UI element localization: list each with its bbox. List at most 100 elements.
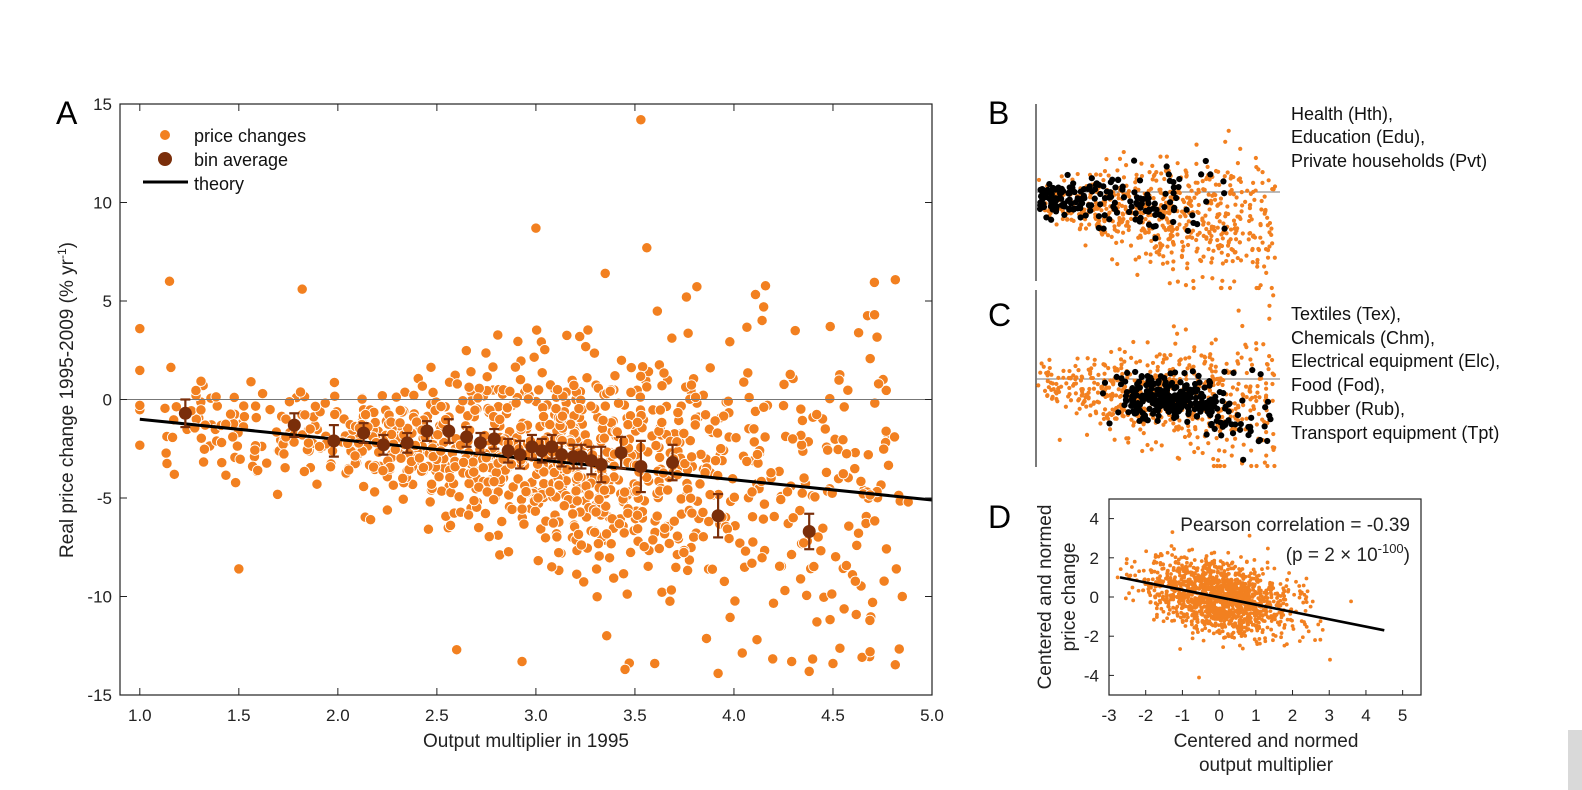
scrollbar[interactable] bbox=[1568, 730, 1582, 790]
highlighted-sector-point bbox=[1189, 368, 1196, 375]
price-change-point bbox=[603, 552, 616, 564]
sector-point bbox=[1179, 239, 1185, 245]
normed-point bbox=[1239, 592, 1244, 597]
price-change-point bbox=[715, 443, 727, 455]
highlighted-sector-point bbox=[1191, 380, 1199, 388]
bin-average-marker bbox=[711, 509, 725, 523]
normed-point bbox=[1250, 592, 1255, 597]
price-change-point bbox=[580, 340, 592, 353]
sector-point bbox=[1201, 187, 1206, 192]
sector-point bbox=[1267, 354, 1272, 359]
sector-point bbox=[1126, 227, 1131, 233]
price-change-point bbox=[811, 616, 823, 628]
sector-point bbox=[1095, 390, 1101, 395]
price-change-point bbox=[462, 509, 475, 521]
price-change-point bbox=[619, 486, 631, 498]
price-change-point bbox=[571, 568, 583, 580]
price-change-point bbox=[302, 437, 315, 449]
sector-point bbox=[1254, 463, 1259, 469]
price-change-point bbox=[501, 402, 514, 414]
normed-point bbox=[1236, 611, 1241, 616]
highlighted-sector-point bbox=[1170, 190, 1177, 197]
normed-point bbox=[1226, 572, 1231, 576]
normed-point bbox=[1245, 559, 1249, 564]
sector-point bbox=[1171, 421, 1176, 426]
sector-point bbox=[1238, 258, 1244, 263]
sector-point bbox=[1241, 403, 1246, 408]
normed-point bbox=[1303, 608, 1308, 613]
price-change-point bbox=[453, 491, 465, 503]
sector-point bbox=[1194, 249, 1199, 254]
highlighted-sector-point bbox=[1261, 423, 1268, 430]
sector-point bbox=[1120, 413, 1125, 418]
normed-point bbox=[1192, 616, 1197, 621]
bin-average-point bbox=[420, 420, 434, 442]
sector-point bbox=[1036, 383, 1041, 388]
bin-average-marker bbox=[584, 454, 598, 468]
normed-point bbox=[1180, 604, 1185, 608]
highlighted-sector-point bbox=[1155, 380, 1162, 387]
sector-point bbox=[1236, 361, 1241, 366]
price-change-point bbox=[592, 538, 605, 550]
sector-point bbox=[1192, 195, 1197, 200]
normed-point bbox=[1208, 563, 1212, 568]
price-change-point bbox=[165, 361, 177, 374]
normed-point bbox=[1177, 580, 1181, 585]
normed-point bbox=[1180, 620, 1185, 625]
normed-point bbox=[1124, 572, 1129, 577]
highlighted-sector-point bbox=[1119, 183, 1126, 190]
price-change-point bbox=[678, 427, 690, 440]
sector-point bbox=[1175, 161, 1180, 166]
sector-point bbox=[1229, 247, 1234, 252]
sector-point bbox=[1232, 222, 1238, 227]
sector-point bbox=[1167, 211, 1172, 216]
normed-point bbox=[1210, 576, 1215, 580]
sector-point bbox=[1045, 393, 1050, 398]
price-change-point bbox=[425, 478, 438, 490]
normed-point bbox=[1297, 639, 1302, 644]
normed-point bbox=[1257, 637, 1262, 641]
sector-point bbox=[1248, 357, 1253, 362]
sector-point bbox=[1101, 416, 1107, 422]
normed-point bbox=[1193, 605, 1197, 610]
sector-point bbox=[1204, 226, 1209, 232]
price-change-point bbox=[567, 508, 579, 520]
sector-point bbox=[1219, 250, 1224, 255]
normed-point bbox=[1156, 593, 1161, 598]
price-change-point bbox=[539, 532, 552, 544]
normed-point bbox=[1328, 657, 1332, 662]
sector-point bbox=[1169, 250, 1174, 255]
sector-point bbox=[1233, 202, 1238, 207]
sector-point bbox=[1110, 411, 1116, 417]
y-tick-label: 0 bbox=[103, 391, 112, 410]
sector-point bbox=[1265, 215, 1270, 220]
sector-point bbox=[1253, 155, 1258, 161]
sector-point bbox=[1230, 444, 1235, 449]
normed-point bbox=[1308, 604, 1313, 609]
normed-point bbox=[1282, 588, 1286, 593]
price-change-point bbox=[298, 465, 311, 478]
sector-point bbox=[1061, 375, 1066, 380]
highlighted-sector-point bbox=[1220, 178, 1227, 185]
highlighted-sector-point bbox=[1152, 235, 1159, 242]
sector-point bbox=[1230, 259, 1235, 264]
normed-point bbox=[1263, 639, 1268, 644]
price-change-point bbox=[469, 404, 481, 416]
price-change-point bbox=[343, 464, 355, 476]
price-change-point bbox=[198, 443, 211, 455]
sector-point bbox=[1208, 237, 1213, 243]
price-change-point bbox=[299, 409, 311, 421]
panel-d-y-ticks: 420-2-4 bbox=[1084, 510, 1114, 685]
sector-point bbox=[1160, 261, 1166, 266]
price-change-point bbox=[280, 413, 292, 425]
normed-point bbox=[1181, 597, 1186, 602]
normed-point bbox=[1276, 593, 1281, 598]
price-change-point bbox=[709, 454, 722, 467]
highlighted-sector-point bbox=[1132, 210, 1139, 217]
sector-point bbox=[1263, 209, 1268, 214]
sector-point bbox=[1158, 187, 1163, 192]
highlighted-sector-point bbox=[1131, 189, 1138, 196]
sector-point bbox=[1152, 172, 1157, 177]
sector-point bbox=[1259, 376, 1264, 381]
panel-c-points bbox=[1036, 293, 1277, 469]
